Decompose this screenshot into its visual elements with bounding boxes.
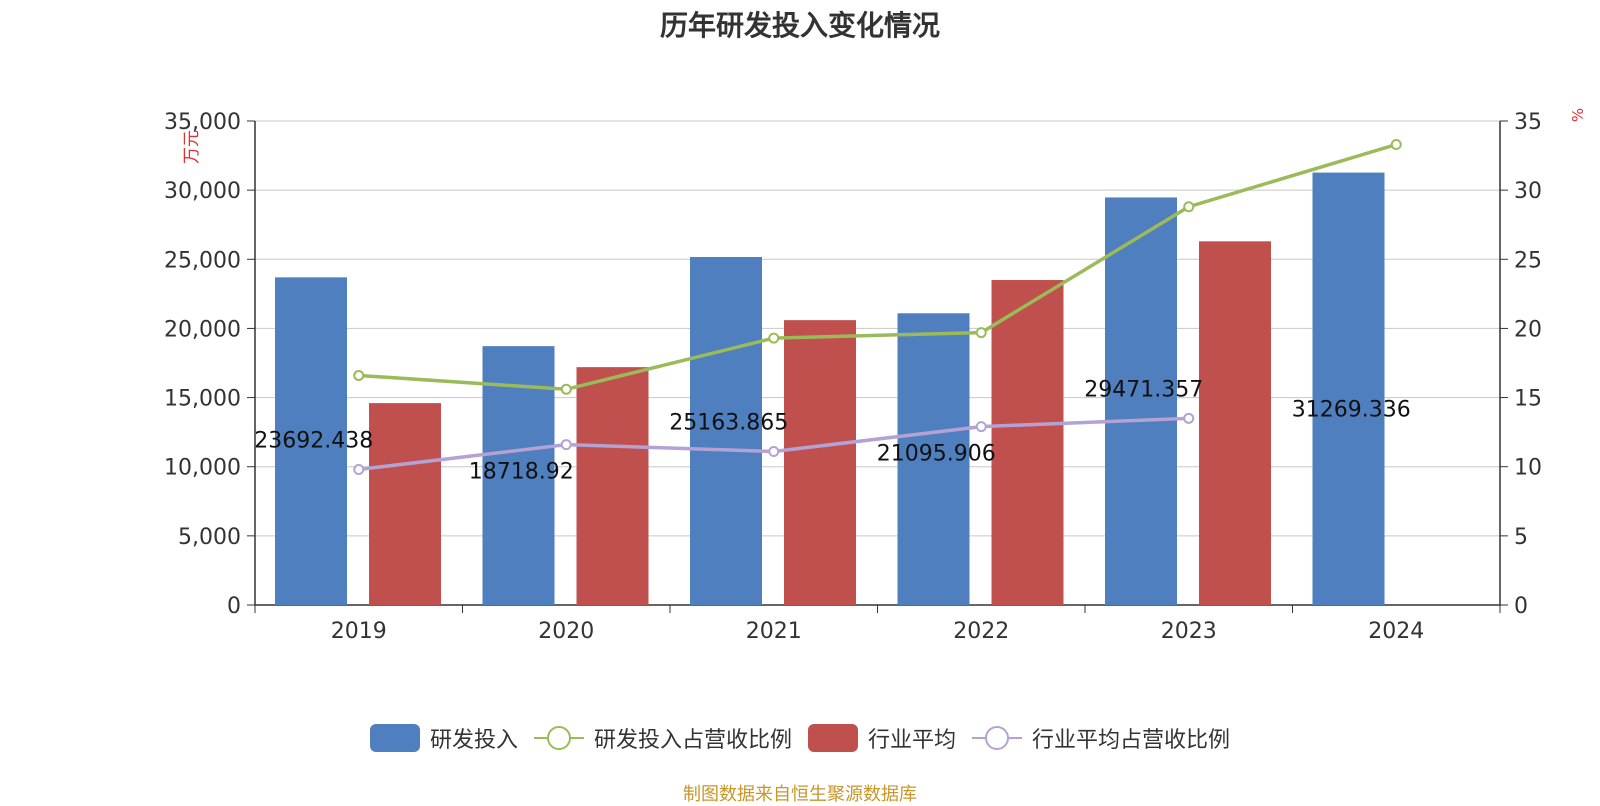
data-label-rd-investment: 31269.336 bbox=[1292, 397, 1411, 422]
point-industry-ratio bbox=[560, 439, 572, 451]
y-left-axis-label: 万元 bbox=[182, 130, 202, 164]
y-left-tick-label: 20,000 bbox=[164, 317, 241, 342]
data-label-rd-investment: 21095.906 bbox=[877, 442, 996, 467]
y-left-tick-label: 0 bbox=[227, 594, 241, 619]
x-tick-label: 2020 bbox=[538, 619, 594, 644]
point-industry-ratio bbox=[768, 446, 780, 458]
bar-industry-average bbox=[1199, 241, 1271, 605]
y-right-tick-label: 25 bbox=[1514, 248, 1542, 273]
point-rd-ratio bbox=[1390, 139, 1402, 151]
point-industry-ratio bbox=[1183, 412, 1195, 424]
legend-swatch-industry-ratio bbox=[972, 724, 1023, 752]
bar-rd-investment bbox=[275, 277, 347, 605]
legend-item-industry-ratio[interactable]: 行业平均占营收比例 bbox=[972, 722, 1230, 754]
data-label-rd-investment: 29471.357 bbox=[1084, 377, 1203, 402]
y-right-tick-label: 20 bbox=[1514, 317, 1542, 342]
legend-label-industry-avg: 行业平均 bbox=[868, 728, 957, 753]
point-rd-ratio bbox=[353, 369, 365, 381]
bar-rd-investment bbox=[690, 257, 762, 605]
legend-label-rd-investment: 研发投入 bbox=[429, 728, 518, 753]
x-tick-label: 2024 bbox=[1368, 619, 1424, 644]
x-tick-label: 2021 bbox=[746, 619, 802, 644]
chart-plot: 0 5,000 10,000 15,000 20,000 25,000 30,000 35,0… bbox=[164, 108, 1587, 644]
legend-swatch-rd-ratio bbox=[533, 724, 584, 752]
point-rd-ratio bbox=[560, 383, 572, 395]
y-left-tick-label: 30,000 bbox=[164, 179, 241, 204]
data-label-rd-investment: 23692.438 bbox=[254, 428, 373, 453]
legend-swatch-rd-investment bbox=[369, 724, 420, 752]
data-label-rd-investment: 18718.92 bbox=[469, 460, 574, 485]
point-rd-ratio bbox=[975, 327, 987, 339]
bar-industry-average bbox=[369, 403, 441, 605]
chart-legend: 研发投入 研发投入占营收比例 行业平均 行业平均占营收比例 bbox=[0, 722, 1600, 754]
bar-industry-average bbox=[576, 367, 649, 605]
bar-industry-average bbox=[784, 320, 856, 605]
y-left-tick-label: 25,000 bbox=[164, 248, 241, 273]
data-label-rd-investment: 25163.865 bbox=[669, 411, 788, 436]
y-right-tick-label: 35 bbox=[1514, 110, 1542, 135]
y-right-axis-label: % bbox=[1569, 108, 1587, 122]
y-right-tick-label: 15 bbox=[1514, 387, 1542, 412]
x-tick-label: 2022 bbox=[953, 619, 1009, 644]
legend-item-rd-ratio[interactable]: 研发投入占营收比例 bbox=[533, 722, 792, 754]
y-right-tick-label: 0 bbox=[1514, 594, 1528, 619]
y-left-tick-label: 35,000 bbox=[164, 110, 241, 135]
point-industry-ratio bbox=[975, 421, 987, 433]
legend-label-industry-ratio: 行业平均占营收比例 bbox=[1032, 728, 1231, 753]
legend-label-rd-ratio: 研发投入占营收比例 bbox=[593, 728, 792, 753]
legend-item-industry-avg[interactable]: 行业平均 bbox=[808, 722, 956, 754]
legend-item-rd-investment[interactable]: 研发投入 bbox=[369, 722, 518, 754]
y-right-tick-label: 30 bbox=[1514, 179, 1542, 204]
bar-rd-investment bbox=[897, 313, 970, 605]
y-left-tick-label: 15,000 bbox=[164, 387, 241, 412]
chart-title: 历年研发投入变化情况 bbox=[659, 9, 940, 42]
bar-industry-average bbox=[991, 280, 1064, 605]
point-industry-ratio bbox=[353, 463, 365, 475]
x-tick-label: 2019 bbox=[331, 619, 387, 644]
source-note: 制图数据来自恒生聚源数据库 bbox=[683, 784, 917, 805]
bar-rd-investment bbox=[1105, 197, 1177, 605]
y-right-tick-label: 10 bbox=[1514, 456, 1542, 481]
y-right-tick-label: 5 bbox=[1514, 525, 1528, 550]
line-rd-ratio bbox=[358, 142, 1397, 392]
bar-rd-investment bbox=[1312, 172, 1385, 605]
legend-swatch-industry-avg bbox=[808, 724, 858, 752]
y-left-tick-label: 10,000 bbox=[164, 456, 241, 481]
x-tick-label: 2023 bbox=[1161, 619, 1217, 644]
point-rd-ratio bbox=[768, 332, 780, 344]
y-left-tick-label: 5,000 bbox=[178, 525, 241, 550]
point-rd-ratio bbox=[1183, 201, 1195, 213]
